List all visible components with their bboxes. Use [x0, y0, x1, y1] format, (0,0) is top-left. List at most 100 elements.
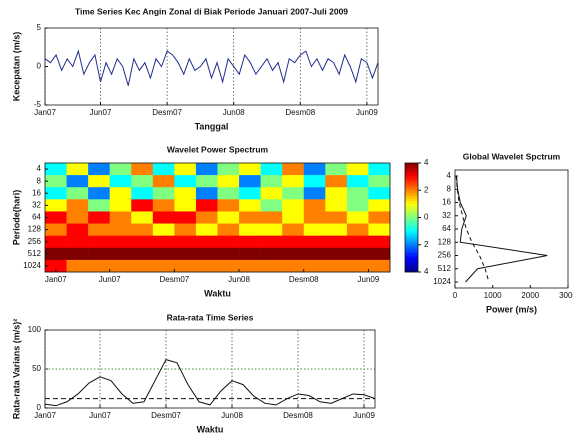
- y-axis-label: Kecepatan (m/s): [11, 32, 21, 102]
- y-axis-label: Rata-rata Varians (m/s)²: [11, 319, 21, 420]
- colorbar-step: [405, 258, 418, 262]
- heat-cell: [195, 223, 218, 236]
- colorbar-step: [405, 176, 418, 180]
- plot-frame: [454, 169, 569, 289]
- heat-cell: [88, 187, 110, 200]
- heat-cell: [368, 211, 391, 224]
- plot-frame: [44, 162, 391, 273]
- colorbar-step: [405, 198, 418, 202]
- colorbar-step: [405, 184, 418, 188]
- heat-cell: [368, 199, 391, 212]
- x-tick-label: Jun09: [356, 108, 378, 117]
- heat-cell: [66, 163, 89, 176]
- colorbar-step: [405, 171, 418, 175]
- heat-cell: [66, 247, 89, 261]
- heat-cell: [195, 259, 218, 273]
- heat-cell: [325, 211, 348, 224]
- heat-cell: [174, 199, 197, 212]
- heat-cell: [239, 199, 261, 212]
- chart-title: Wavelet Power Spectrum: [167, 144, 269, 154]
- heat-cell: [303, 163, 326, 176]
- y-tick-label: 128: [28, 225, 42, 234]
- colorbar-step: [405, 214, 418, 218]
- y-tick-label: 64: [32, 213, 41, 222]
- x-tick-label: Jun07: [89, 411, 111, 420]
- spectrum-line: [456, 175, 548, 283]
- heat-cell: [195, 199, 218, 212]
- heat-cell: [368, 175, 391, 188]
- heat-cell: [195, 163, 218, 176]
- colorbar-step: [405, 206, 418, 210]
- heat-cell: [88, 163, 110, 176]
- x-tick-label: Desm07: [151, 411, 181, 420]
- spectrum-line: [455, 175, 490, 283]
- heat-cell: [217, 199, 240, 212]
- colorbar-step: [405, 217, 418, 221]
- heat-cell: [195, 187, 218, 200]
- x-tick-label: 2000: [521, 291, 539, 300]
- heat-cell: [195, 211, 218, 224]
- heat-cell: [109, 259, 132, 273]
- colorbar-step: [405, 244, 418, 248]
- heat-cell: [109, 199, 132, 212]
- colorbar-step: [405, 250, 418, 254]
- heat-cell: [239, 163, 261, 176]
- heat-cell: [152, 175, 175, 188]
- heat-cell: [88, 259, 110, 273]
- heat-cell: [346, 199, 369, 212]
- heat-cell: [45, 199, 67, 212]
- x-tick-label: Jun08: [228, 275, 250, 284]
- heat-cell: [174, 259, 197, 273]
- heat-cell: [260, 223, 283, 236]
- heat-cell: [131, 211, 154, 224]
- colorbar-step: [405, 165, 418, 169]
- y-tick-label: 100: [28, 325, 42, 334]
- heat-cell: [174, 211, 197, 224]
- colorbar-step: [405, 252, 418, 256]
- heat-cell: [45, 187, 67, 200]
- heat-cell: [260, 211, 283, 224]
- x-tick-label: Desm07: [159, 275, 189, 284]
- heat-cell: [88, 235, 110, 249]
- heat-cell: [131, 187, 154, 200]
- heat-cell: [66, 259, 89, 273]
- x-axis-label: Tanggal: [195, 121, 229, 131]
- heat-cell: [131, 175, 154, 188]
- colorbar-label: 4: [424, 158, 429, 167]
- x-tick-label: Jun09: [358, 275, 380, 284]
- heat-cell: [174, 187, 197, 200]
- heat-cell: [239, 259, 261, 273]
- heat-cell: [152, 235, 175, 249]
- x-tick-label: Jun07: [90, 108, 112, 117]
- colorbar-step: [405, 187, 418, 191]
- colorbar-step: [405, 201, 418, 205]
- colorbar-step: [405, 179, 418, 183]
- heat-cell: [368, 235, 391, 249]
- x-tick-label: Jan07: [34, 108, 56, 117]
- colorbar-step: [405, 192, 418, 196]
- heat-cell: [131, 199, 154, 212]
- colorbar-step: [405, 173, 418, 177]
- colorbar-step: [405, 182, 418, 186]
- heat-cell: [152, 211, 175, 224]
- heat-cell: [303, 235, 326, 249]
- heat-cell: [217, 175, 240, 188]
- heat-cell: [282, 223, 305, 236]
- heat-cell: [282, 259, 305, 273]
- x-axis-label: Power (m/s): [486, 304, 537, 314]
- heat-cell: [346, 259, 369, 273]
- colorbar-step: [405, 220, 418, 224]
- heat-cell: [109, 235, 132, 249]
- heat-cell: [303, 199, 326, 212]
- heat-cell: [282, 211, 305, 224]
- heat-cell: [131, 247, 154, 261]
- colorbar-step: [405, 225, 418, 229]
- colorbar-step: [405, 261, 418, 265]
- y-tick-label: 256: [28, 237, 42, 246]
- colorbar-step: [405, 233, 418, 237]
- heat-cell: [174, 175, 197, 188]
- y-tick-label: 64: [442, 224, 451, 233]
- plot-frame: [44, 329, 376, 409]
- heat-cell: [260, 163, 283, 176]
- heat-cell: [109, 247, 132, 261]
